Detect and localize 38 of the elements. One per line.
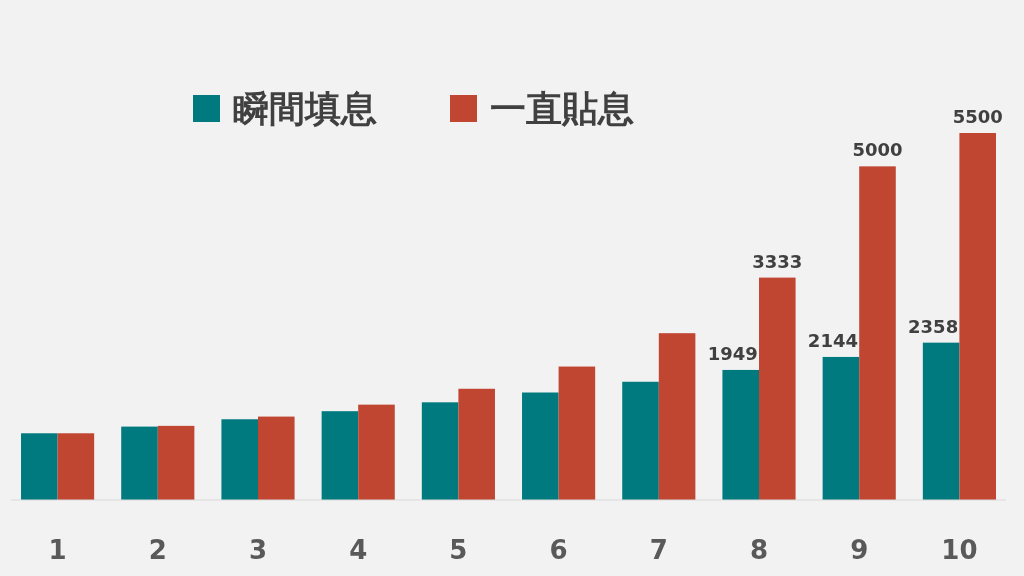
x-tick-label: 5	[449, 535, 468, 565]
legend-label: 瞬間填息	[233, 88, 377, 129]
data-label: 2144	[807, 329, 858, 351]
bar	[458, 388, 495, 500]
data-label: 1949	[707, 342, 758, 364]
bar	[622, 381, 659, 500]
data-label: 3333	[752, 250, 803, 272]
x-tick-label: 7	[649, 535, 668, 565]
bar	[959, 133, 996, 500]
bar	[121, 426, 158, 500]
bar	[421, 402, 459, 500]
bar	[658, 333, 696, 500]
bar	[922, 342, 960, 500]
bar	[221, 419, 258, 500]
bar	[859, 166, 896, 500]
bar	[358, 404, 395, 500]
data-label: 5000	[852, 139, 903, 161]
bar	[21, 433, 58, 500]
x-tick-label: 10	[941, 535, 978, 565]
x-tick-label: 2	[148, 535, 167, 565]
legend-label: 一直貼息	[490, 88, 634, 129]
bar	[822, 356, 860, 500]
bar	[258, 416, 295, 500]
x-tick-label: 3	[248, 535, 268, 565]
bar	[321, 411, 359, 500]
data-label: 5500	[952, 106, 1003, 127]
x-tick-label: 4	[349, 535, 368, 565]
x-tick-label: 8	[749, 535, 769, 565]
x-tick-label: 9	[850, 535, 869, 565]
bar	[722, 369, 759, 500]
bar	[522, 392, 559, 500]
bar	[558, 366, 596, 500]
bar	[157, 425, 195, 500]
data-label: 2358	[908, 315, 959, 337]
bar	[57, 433, 95, 500]
x-tick-label: 1	[48, 535, 67, 565]
x-tick-label: 6	[549, 535, 568, 565]
bar	[759, 277, 796, 500]
